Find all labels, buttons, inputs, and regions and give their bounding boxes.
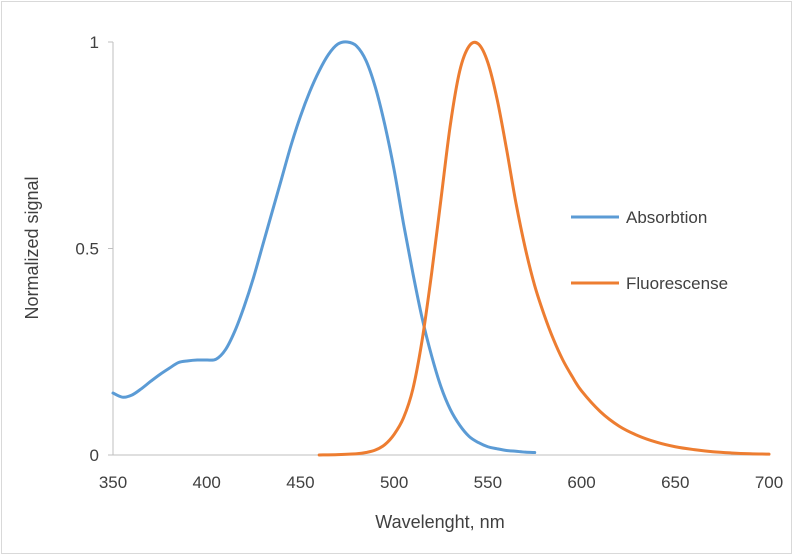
- legend-label-absorbtion: Absorbtion: [626, 208, 707, 227]
- legend-label-fluorescense: Fluorescense: [626, 274, 728, 293]
- series-layer: [111, 40, 771, 457]
- series-line-fluorescense: [317, 40, 771, 457]
- legend: Absorbtion Fluorescense: [571, 208, 728, 293]
- series-line-absorbtion: [111, 40, 537, 455]
- x-tick-label: 650: [661, 473, 689, 492]
- x-tick-label: 550: [474, 473, 502, 492]
- x-tick-label: 400: [193, 473, 221, 492]
- x-tick-label: 600: [567, 473, 595, 492]
- y-tick-label: 0: [90, 446, 99, 465]
- x-tick-label: 350: [99, 473, 127, 492]
- x-axis-title: Wavelenght, nm: [375, 512, 504, 532]
- y-tick-label: 1: [90, 33, 99, 52]
- x-tick-label: 500: [380, 473, 408, 492]
- x-tick-label: 700: [755, 473, 783, 492]
- axes: 0 0.5 1 350 400 450 500 550 600 650 700: [75, 33, 783, 492]
- y-tick-label: 0.5: [75, 240, 99, 259]
- x-tick-label: 450: [286, 473, 314, 492]
- y-axis-title: Normalized signal: [22, 176, 42, 319]
